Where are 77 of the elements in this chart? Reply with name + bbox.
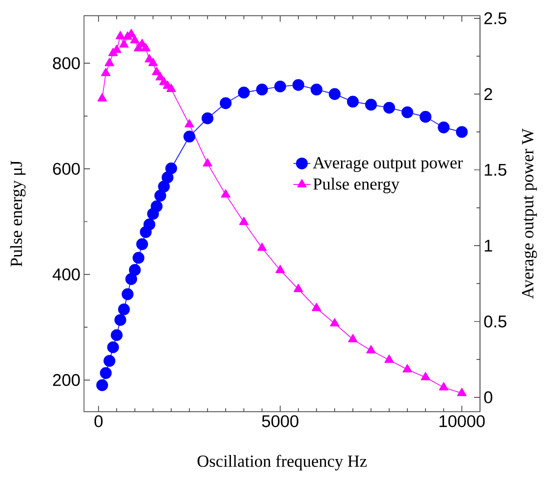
point [275, 264, 285, 274]
point [101, 68, 111, 76]
point [114, 314, 126, 326]
point [183, 130, 196, 142]
y2-tick-label: 1 [484, 240, 492, 252]
point [220, 97, 232, 110]
point [456, 126, 468, 138]
y-tick-label: 400 [52, 268, 80, 280]
point [310, 84, 322, 96]
point [457, 388, 467, 396]
point [346, 96, 359, 108]
point [118, 303, 130, 316]
y-tick-label: 600 [53, 162, 80, 175]
y2-tick-label: 0.5 [484, 315, 506, 328]
point [256, 84, 268, 96]
point [165, 162, 178, 174]
point [383, 102, 396, 114]
point [144, 218, 156, 230]
point [328, 88, 341, 100]
point [162, 172, 174, 184]
point [238, 86, 250, 98]
point [97, 93, 107, 102]
point [420, 372, 430, 380]
point [365, 98, 377, 111]
point [104, 355, 116, 367]
point [166, 84, 176, 92]
y2-axis-title: Average output power W [522, 128, 537, 299]
point [220, 189, 230, 198]
point [292, 79, 304, 91]
point [384, 354, 394, 363]
legend-label: Pulse energy [313, 178, 400, 194]
x-tick-label: 5000 [262, 415, 298, 428]
point [420, 110, 432, 123]
point [402, 364, 412, 372]
point [96, 379, 108, 392]
legend-label: Average output power [312, 157, 463, 172]
point [438, 122, 450, 134]
point [154, 190, 166, 202]
point [116, 30, 126, 40]
point [125, 273, 138, 285]
point [366, 345, 376, 354]
point [141, 43, 150, 52]
point [202, 112, 214, 124]
y-axis-title: Pulse energy μJ [10, 160, 26, 267]
point [100, 367, 112, 379]
point [312, 302, 322, 312]
point [330, 318, 340, 326]
point [257, 242, 267, 251]
point [107, 341, 119, 354]
point [401, 106, 414, 118]
point [274, 80, 286, 92]
point [150, 200, 163, 212]
point [348, 334, 358, 342]
y2-tick-label: 0 [484, 391, 492, 404]
x-tick-label: 0 [94, 415, 103, 428]
point [128, 264, 141, 276]
point [294, 284, 304, 292]
point [438, 382, 448, 390]
point [110, 329, 123, 342]
point [130, 35, 140, 44]
point [136, 238, 148, 250]
x-axis-title: Oscillation frequency Hz [198, 454, 367, 470]
point [132, 252, 144, 264]
y2-tick-label: 2.5 [484, 12, 506, 24]
point [122, 288, 134, 300]
point [202, 158, 212, 166]
y-tick-label: 200 [53, 374, 80, 386]
y2-tick-label: 2 [484, 88, 492, 100]
point [119, 39, 129, 48]
y2-tick-label: 1.5 [484, 164, 506, 176]
point [158, 180, 170, 192]
point [148, 58, 158, 66]
x-tick-label: 10000 [440, 415, 485, 428]
point [184, 119, 194, 128]
point [104, 58, 114, 66]
y-tick-label: 800 [52, 57, 80, 70]
point [239, 216, 249, 226]
